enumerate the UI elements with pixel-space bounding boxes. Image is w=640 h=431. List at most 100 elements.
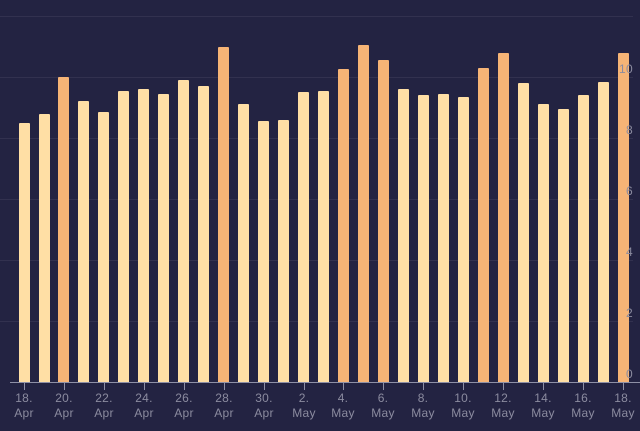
x-axis-label: 30. Apr [234,391,294,421]
gridline [0,260,633,261]
y-axis-label: 4 [626,245,633,259]
bar-18-apr [18,122,30,383]
x-axis-label-day: 30. [255,391,273,405]
x-axis-tick [383,383,384,390]
x-axis-label-month: May [451,406,475,420]
x-axis-label-day: 12. [494,391,512,405]
x-axis-label-day: 6. [377,391,389,405]
x-axis-label-day: 8. [417,391,429,405]
bar-6-may [377,60,389,382]
x-axis-label: 26. Apr [154,391,214,421]
x-axis-tick [503,383,504,390]
x-axis-tick [264,383,265,390]
x-axis-label-month: May [411,406,435,420]
x-axis-label-day: 24. [135,391,153,405]
x-axis-tick [623,383,624,390]
bar-10-may [457,96,469,382]
gridline [0,199,633,200]
bar-28-apr [218,46,230,382]
bar-5-may [357,45,369,382]
bar-30-apr [258,121,270,382]
x-axis-label: 18. Apr [0,391,54,421]
bar-26-apr [178,80,190,382]
x-axis-tick [423,383,424,390]
x-axis-line [10,382,640,383]
bar-27-apr [198,86,210,382]
bar-29-apr [238,104,250,382]
x-axis-label: 4. May [313,391,373,421]
x-axis-label-month: Apr [254,406,274,420]
x-axis-label-day: 10. [454,391,472,405]
x-axis-label: 18. May [593,391,640,421]
x-axis-label: 8. May [393,391,453,421]
x-axis-label-day: 16. [574,391,592,405]
bar-18-may [617,52,629,382]
x-axis-tick [184,383,185,390]
x-axis-label-month: May [371,406,395,420]
bar-14-may [537,104,549,382]
x-axis-label: 22. Apr [74,391,134,421]
bar-17-may [597,81,609,382]
bar-20-apr [58,77,70,382]
gridline [0,16,633,17]
x-axis-label-day: 26. [175,391,193,405]
x-axis-label-month: Apr [214,406,234,420]
x-axis-label-month: Apr [134,406,154,420]
y-axis-label: 10 [619,62,633,76]
bar-8-may [417,95,429,382]
bar-25-apr [158,93,170,382]
bar-9-may [437,93,449,382]
x-axis-label-month: May [571,406,595,420]
x-axis-label-day: 18. [614,391,632,405]
bar-24-apr [138,89,150,382]
bar-4-may [338,69,349,382]
x-axis-label: 28. Apr [194,391,254,421]
y-axis-label: 6 [626,184,633,198]
x-axis-label-month: Apr [174,406,194,420]
x-axis-tick [144,383,145,390]
bar-15-may [557,109,569,382]
x-axis-tick [224,383,225,390]
x-axis-label-day: 28. [215,391,233,405]
x-axis-label-month: May [331,406,355,420]
x-axis-label: 10. May [433,391,493,421]
x-axis-tick [463,383,464,390]
x-axis-label-month: Apr [14,406,34,420]
x-axis-tick [104,383,105,390]
x-axis-label: 16. May [553,391,613,421]
bar-23-apr [118,90,130,382]
x-axis-label-month: May [491,406,515,420]
bar-12-may [497,52,509,382]
x-axis-label-month: Apr [94,406,114,420]
x-axis-label: 2. May [274,391,334,421]
x-axis-label-day: 14. [534,391,552,405]
x-axis-label-day: 4. [337,391,349,405]
bar-13-may [517,83,529,382]
x-axis-label-month: May [611,406,635,420]
x-axis-label-month: May [531,406,555,420]
x-axis-label: 24. Apr [114,391,174,421]
gridline [0,77,633,78]
x-axis-label: 12. May [473,391,533,421]
bar-22-apr [98,112,110,382]
x-axis-label-day: 22. [95,391,113,405]
y-axis-label: 0 [626,367,633,381]
y-axis-label: 2 [626,306,633,320]
bar-21-apr [78,101,90,382]
x-axis-label-month: Apr [54,406,74,420]
bar-2-may [298,92,309,383]
gridline [0,321,633,322]
x-axis-tick [543,383,544,390]
x-axis-tick [583,383,584,390]
x-axis-tick [64,383,65,390]
bar-1-may [278,119,290,382]
x-axis-tick [304,383,305,390]
x-axis-tick [24,383,25,390]
bar-16-may [577,95,589,382]
bar-19-apr [38,113,50,382]
x-axis-label-month: May [292,406,316,420]
x-axis-label: 20. Apr [34,391,94,421]
x-axis-tick [343,383,344,390]
x-axis-label: 14. May [513,391,573,421]
